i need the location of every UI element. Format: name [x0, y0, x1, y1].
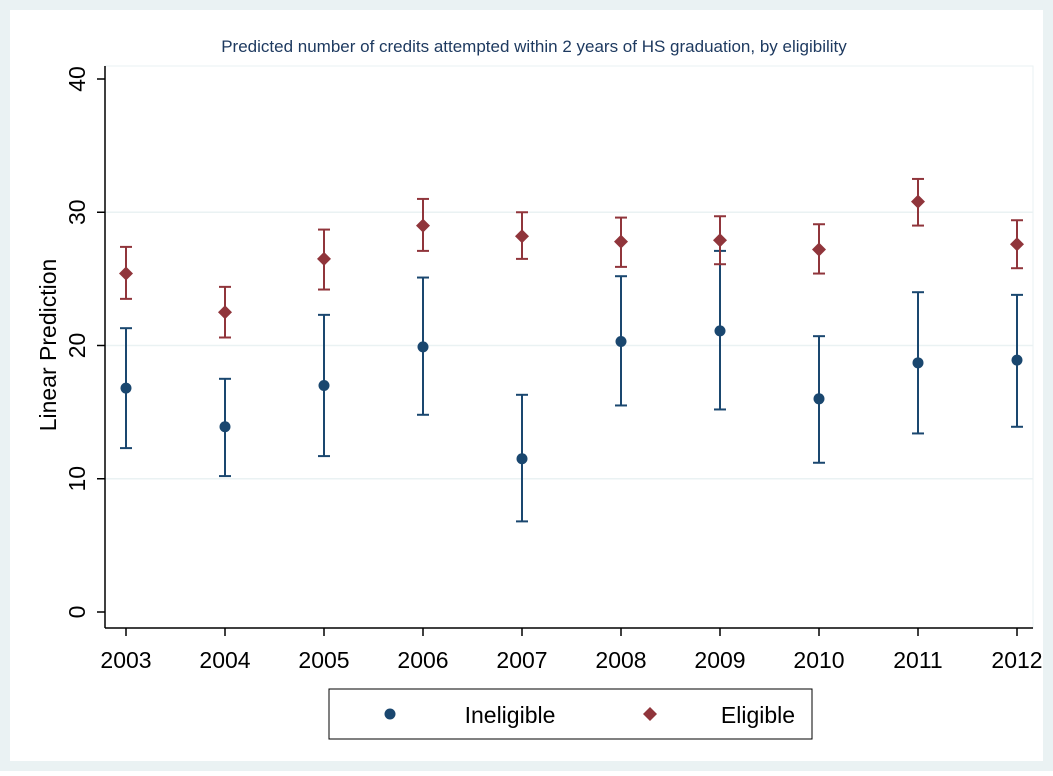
point-ineligible-2008: [615, 336, 627, 348]
x-tick-label-2011: 2011: [893, 647, 942, 673]
x-tick-label-2005: 2005: [298, 647, 349, 673]
point-ineligible-2009: [714, 325, 726, 337]
series-layer: [119, 177, 1024, 523]
x-tick-label-2006: 2006: [397, 647, 448, 673]
x-tick-label-2010: 2010: [793, 647, 844, 673]
point-eligible-2003: [119, 266, 133, 281]
point-ineligible-2004: [219, 421, 231, 433]
point-ineligible-2010: [813, 393, 825, 405]
point-ineligible-2005: [318, 379, 330, 391]
y-tick-label-40: 40: [64, 66, 90, 92]
point-eligible-2009: [713, 233, 727, 248]
x-tick-label-2007: 2007: [496, 647, 547, 673]
legend-marker-eligible: [643, 707, 657, 721]
legend-box: [328, 688, 813, 740]
chart-title: Predicted number of credits attempted wi…: [221, 37, 847, 56]
x-tick-label-2003: 2003: [100, 647, 151, 673]
point-eligible-2007: [515, 229, 529, 244]
y-axis-label: Linear Prediction: [35, 259, 61, 432]
x-tick-label-2008: 2008: [595, 647, 646, 673]
x-tick-label-2009: 2009: [694, 647, 745, 673]
point-ineligible-2007: [516, 453, 528, 465]
point-eligible-2008: [614, 234, 628, 249]
point-ineligible-2012: [1011, 354, 1023, 366]
point-eligible-2004: [218, 305, 232, 320]
point-eligible-2010: [812, 242, 826, 257]
legend-marker-ineligible: [384, 708, 396, 720]
legend-label-ineligible: Ineligible: [465, 702, 556, 728]
point-eligible-2012: [1010, 237, 1024, 252]
x-tick-label-2004: 2004: [199, 647, 250, 673]
y-tick-label-0: 0: [64, 606, 90, 619]
point-eligible-2011: [911, 194, 925, 209]
y-tick-label-10: 10: [64, 466, 90, 492]
point-eligible-2005: [317, 251, 331, 266]
plot-background: [10, 10, 1043, 761]
point-ineligible-2011: [912, 357, 924, 369]
point-ineligible-2006: [417, 341, 429, 353]
legend-label-eligible: Eligible: [721, 702, 795, 728]
y-tick-label-20: 20: [64, 333, 90, 359]
axis-layer: 0 10 20 30 40 2003 2004 2005 2006 2007 2008 2009 201…: [64, 66, 1043, 673]
point-eligible-2006: [416, 218, 430, 233]
point-ineligible-2003: [120, 382, 132, 394]
legend: Ineligible Eligible: [328, 688, 813, 740]
y-tick-label-30: 30: [64, 199, 90, 225]
x-tick-label-2012: 2012: [991, 647, 1042, 673]
